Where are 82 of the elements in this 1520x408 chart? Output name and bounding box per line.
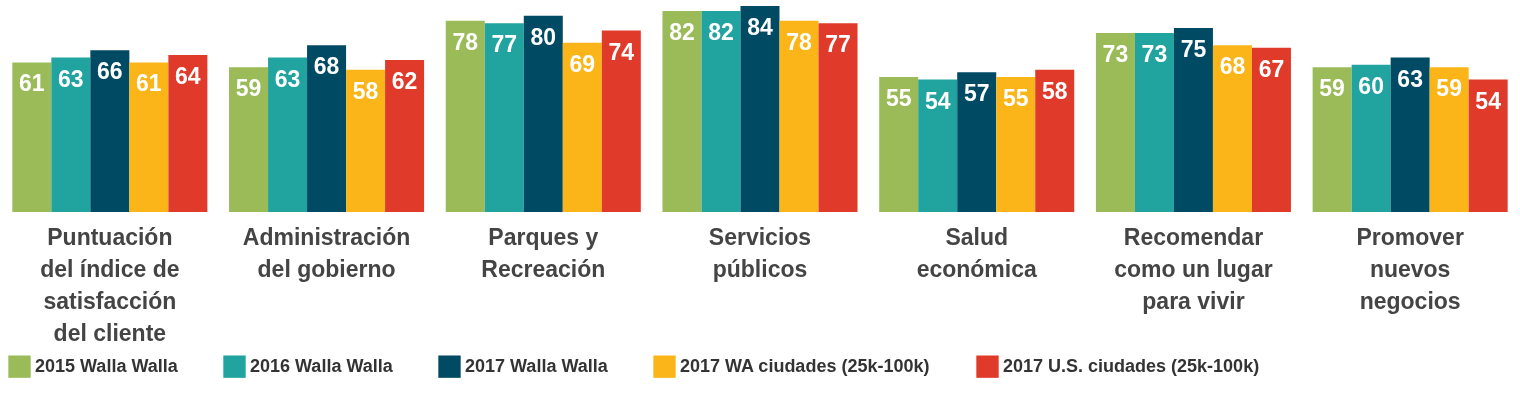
data-label: 59 <box>235 75 262 102</box>
data-label: 67 <box>1258 55 1285 82</box>
bar <box>445 20 485 212</box>
data-label: 82 <box>708 18 734 45</box>
bar <box>484 23 524 212</box>
data-label: 78 <box>786 28 812 55</box>
data-label: 73 <box>1102 40 1129 67</box>
bar <box>90 50 130 212</box>
data-label: 77 <box>491 31 518 58</box>
x-tick-label: Salud económica <box>916 223 1037 282</box>
bar <box>268 57 308 212</box>
legend-label: 2017 WA ciudades (25k-100k) <box>680 355 930 376</box>
bar <box>1251 47 1291 212</box>
bar <box>1468 79 1508 212</box>
data-label: 60 <box>1358 72 1384 99</box>
bar <box>1429 67 1469 212</box>
bar <box>1390 57 1430 212</box>
bar <box>701 10 741 212</box>
bar <box>879 77 919 212</box>
bar <box>12 62 52 212</box>
data-label: 66 <box>97 58 123 85</box>
bar <box>1173 28 1213 212</box>
legend-label: 2016 Walla Walla <box>250 355 394 376</box>
data-label: 63 <box>58 65 84 92</box>
data-label: 59 <box>1436 75 1462 102</box>
x-tick-label: Servicios públicos <box>708 223 812 282</box>
data-label: 61 <box>136 70 162 97</box>
bar <box>996 77 1036 212</box>
data-label: 63 <box>1397 65 1423 92</box>
data-label: 68 <box>313 53 340 80</box>
x-tick-label: Administración del gobierno <box>242 223 411 282</box>
data-label: 55 <box>885 85 912 112</box>
data-label: 77 <box>825 31 851 58</box>
data-label: 78 <box>452 28 479 55</box>
data-label: 58 <box>1041 77 1068 104</box>
data-label: 59 <box>1319 75 1345 102</box>
bar <box>1212 45 1252 212</box>
bar <box>385 59 425 212</box>
bar <box>662 10 702 212</box>
bar <box>346 69 386 212</box>
legend-label: 2017 Walla Walla <box>465 355 609 376</box>
data-label: 75 <box>1180 36 1207 63</box>
bar <box>562 42 602 212</box>
data-label: 68 <box>1219 53 1246 80</box>
bar <box>918 79 958 212</box>
data-label: 63 <box>274 65 301 92</box>
data-label: 69 <box>569 50 596 77</box>
data-label: 73 <box>1141 40 1168 67</box>
data-label: 61 <box>19 70 45 97</box>
bar <box>1035 69 1075 212</box>
bar <box>601 30 641 212</box>
bar <box>779 20 819 212</box>
x-tick-label: Parques y Recreación <box>481 223 606 282</box>
data-label: 54 <box>1475 87 1502 114</box>
legend-label: 2015 Walla Walla <box>35 355 179 376</box>
data-label: 64 <box>175 63 201 90</box>
data-label: 54 <box>924 87 951 114</box>
bar <box>229 67 269 212</box>
data-label: 74 <box>608 38 635 65</box>
bar <box>51 57 91 212</box>
bar <box>1134 32 1174 212</box>
legend-label: 2017 U.S. ciudades (25k-100k) <box>1003 355 1260 376</box>
bar <box>1095 32 1135 212</box>
bar <box>818 23 858 212</box>
x-tick-label: Promover nuevos negocios <box>1356 223 1464 314</box>
data-label: 62 <box>391 67 418 94</box>
data-label: 58 <box>352 77 379 104</box>
data-label: 80 <box>530 23 557 50</box>
bar <box>1312 67 1352 212</box>
bar <box>740 6 780 212</box>
data-label: 57 <box>963 80 990 107</box>
bar <box>523 15 563 212</box>
data-label: 55 <box>1002 85 1029 112</box>
data-label: 82 <box>669 18 695 45</box>
bar <box>957 72 997 212</box>
x-tick-label: Puntuación del índice de satisfacción del cliente <box>40 223 180 346</box>
bar <box>307 45 347 212</box>
bar <box>129 62 169 212</box>
data-label: 84 <box>747 14 773 40</box>
bar <box>1351 64 1391 212</box>
x-tick-label: Recomendar como un lugar para vivir <box>1114 223 1273 314</box>
bar <box>168 55 208 212</box>
